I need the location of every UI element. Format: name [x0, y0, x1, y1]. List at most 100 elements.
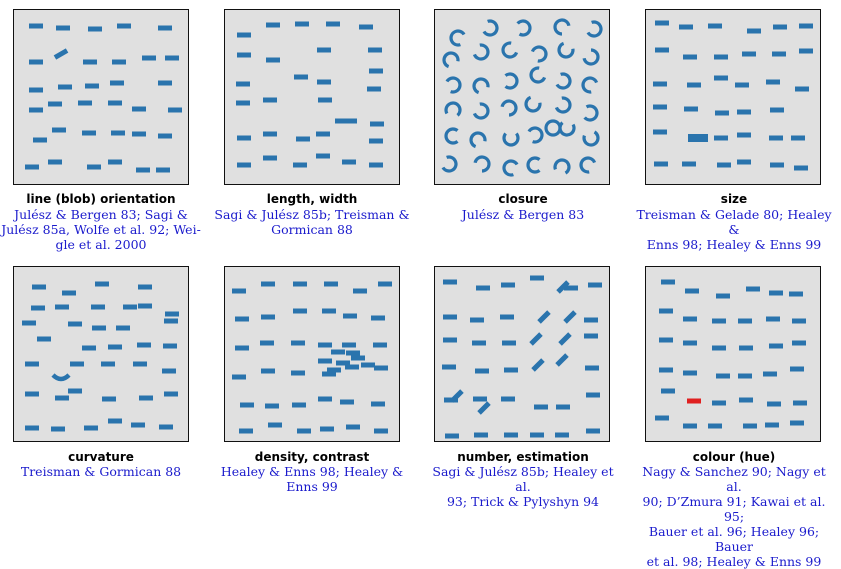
bar-mark [263, 155, 277, 161]
bar-mark [556, 404, 570, 410]
open-arc-mark [557, 41, 575, 59]
open-arc-mark [441, 155, 458, 173]
bar-mark [70, 361, 84, 367]
bar-mark [799, 48, 813, 54]
bar-mark [235, 345, 249, 351]
tilted-mark [529, 332, 543, 346]
bar-mark [261, 368, 275, 374]
dense-cluster-mark [345, 364, 359, 370]
open-arc-mark [473, 155, 491, 173]
bar-mark [116, 325, 130, 331]
bar-mark [48, 101, 62, 107]
bar-mark [473, 396, 487, 402]
bar-mark [655, 20, 669, 26]
bar-mark [78, 100, 92, 106]
bar-mark [737, 109, 751, 115]
reference-line: Enns 99 [286, 479, 338, 494]
bar-mark [685, 288, 699, 294]
open-arc-mark [444, 101, 462, 117]
bar-mark [62, 290, 76, 296]
bar-mark [714, 135, 728, 141]
bar-mark [368, 47, 382, 53]
bar-mark [654, 161, 668, 167]
bar-mark [746, 286, 760, 292]
bar-mark [85, 83, 99, 89]
bar-mark [83, 59, 97, 65]
bar-mark [235, 316, 249, 322]
open-arc-mark [472, 102, 490, 120]
open-arc-mark [586, 20, 603, 38]
bar-mark [232, 374, 246, 380]
bar-mark [108, 344, 122, 350]
bar-mark [261, 281, 275, 287]
bar-mark [504, 367, 518, 373]
panel-title: closure [498, 192, 548, 206]
open-arc-mark [445, 76, 462, 94]
bar-mark [470, 317, 484, 323]
bar-mark [340, 399, 354, 405]
bar-mark [316, 131, 330, 137]
dense-cluster-mark [346, 350, 360, 356]
dense-cluster-mark [331, 349, 345, 355]
bar-mark [714, 54, 728, 60]
tilted-mark [531, 358, 545, 372]
bar-mark [767, 401, 781, 407]
bar-mark [138, 303, 152, 309]
bar-mark [737, 159, 751, 165]
bar-mark [293, 281, 307, 287]
bar-mark [502, 340, 516, 346]
bar-mark [653, 81, 667, 87]
bar-mark [92, 325, 106, 331]
panel-title: length, width [266, 192, 358, 206]
bar-mark [708, 23, 722, 29]
bar-mark [318, 396, 332, 402]
bar-mark [342, 342, 356, 348]
panel-references: Sagi & Julész 85b; Healey et al. 93; Tri… [423, 464, 623, 509]
bar-mark [31, 305, 45, 311]
bar-mark [378, 281, 392, 287]
bar-mark [25, 164, 39, 170]
bar-mark [292, 402, 306, 408]
bar-mark [359, 24, 373, 30]
bar-mark [794, 165, 808, 171]
bar-mark [742, 51, 756, 57]
bar-mark [659, 367, 673, 373]
bar-mark [682, 161, 696, 167]
bar-mark [22, 320, 36, 326]
dense-cluster-mark [327, 367, 341, 373]
bar-mark [584, 333, 598, 339]
open-arc-mark [553, 18, 571, 36]
bar-mark [87, 164, 101, 170]
bar-mark [342, 159, 356, 165]
bar-mark [322, 371, 336, 377]
tilted-mark [537, 310, 551, 324]
bar-mark [772, 51, 786, 57]
rotated-target-mark [53, 48, 69, 60]
reference-line: Sagi & Julész 85b; Treisman & [214, 207, 410, 222]
bar-mark [158, 25, 172, 31]
bar-mark [475, 368, 489, 374]
bar-mark [683, 316, 697, 322]
bar-mark [343, 313, 357, 319]
closed-circle-mark [544, 119, 562, 137]
bar-mark [136, 167, 150, 173]
dense-cluster-mark [351, 355, 365, 361]
bar-mark [585, 365, 599, 371]
bar-mark [158, 133, 172, 139]
bar-mark [84, 425, 98, 431]
reference-line: Julész & Bergen 83 [461, 207, 585, 222]
reference-line: Sagi & Julész 85b; Healey et al. [432, 464, 614, 494]
bar-mark [374, 365, 388, 371]
bar-mark [164, 391, 178, 397]
reference-line: Bauer et al. 96; Healey 96; Bauer [648, 524, 820, 554]
bar-mark [265, 403, 279, 409]
bar-mark [322, 308, 336, 314]
panel-title: curvature [68, 450, 134, 464]
bar-mark [82, 130, 96, 136]
bar-mark [291, 370, 305, 376]
open-arc-mark [469, 131, 487, 149]
bar-mark [679, 24, 693, 30]
bar-mark [263, 131, 277, 137]
reference-line: 90; D’Zmura 91; Kawai et al. 95; [642, 494, 826, 524]
bar-mark [763, 371, 777, 377]
